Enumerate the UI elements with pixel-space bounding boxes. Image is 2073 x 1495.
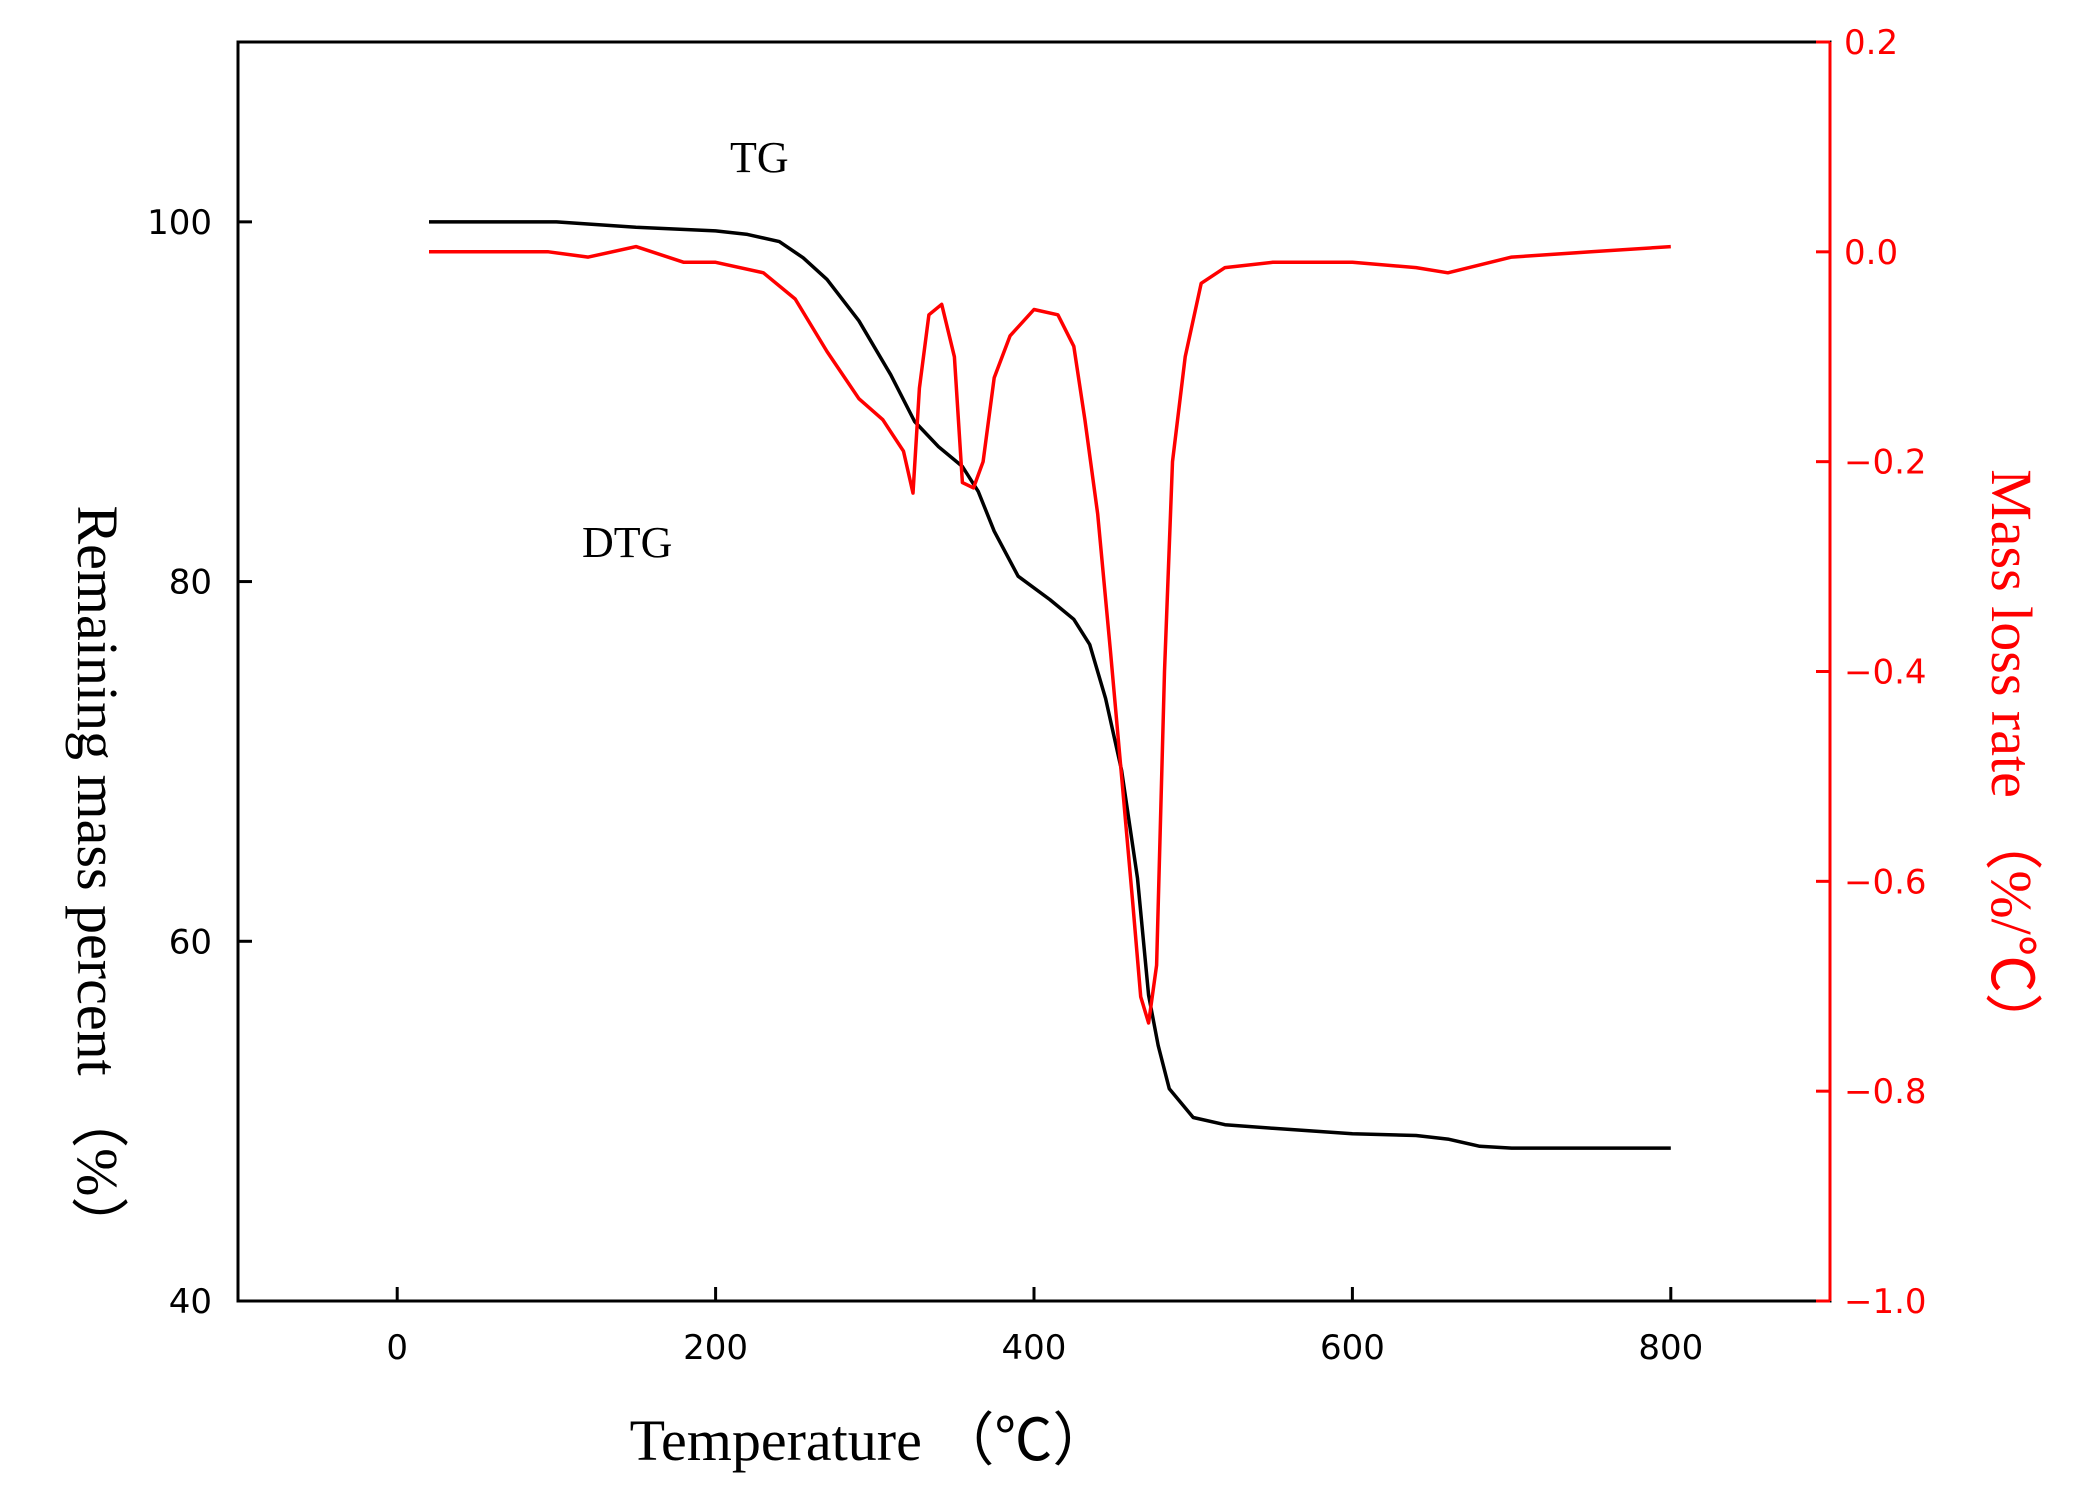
- right-y-tick-label: −1.0: [1844, 1282, 1927, 1322]
- tg-series-line: [429, 220, 1671, 1150]
- annotation-dtg: DTG: [582, 518, 672, 567]
- right-y-tick-label: −0.6: [1844, 862, 1927, 902]
- left-y-tick-label: 40: [169, 1282, 212, 1322]
- right-y-tick-label: 0.2: [1844, 23, 1898, 63]
- plot-frame: [236, 40, 1832, 1303]
- right-y-tick-label: 0.0: [1844, 233, 1898, 273]
- left-y-axis-title: Remaining mass percent （%）: [65, 506, 130, 1255]
- x-axis-title: Temperature （℃）: [630, 1408, 1111, 1473]
- left-y-tick-label: 80: [169, 563, 212, 603]
- right-y-axis: 0.2 0.0 −0.2 −0.4 −0.6 −0.8 −1.0: [1816, 23, 1927, 1322]
- x-tick-label: 200: [683, 1328, 748, 1368]
- right-y-tick-label: −0.4: [1844, 653, 1927, 693]
- annotation-tg: TG: [730, 133, 789, 182]
- right-y-axis-title: Mass loss rate （%/℃）: [1979, 469, 2044, 1051]
- left-y-tick-label: 100: [147, 203, 212, 243]
- right-y-tick-label: −0.2: [1844, 443, 1927, 483]
- x-tick-label: 800: [1638, 1328, 1703, 1368]
- left-y-tick-label: 60: [169, 922, 212, 962]
- x-tick-label: 600: [1320, 1328, 1385, 1368]
- left-y-axis: 40 60 80 100: [147, 203, 252, 1322]
- dtg-series-line: [429, 244, 1671, 1025]
- x-tick-label: 0: [386, 1328, 408, 1368]
- x-axis: 0 200 400 600 800: [386, 1287, 1703, 1368]
- right-y-tick-label: −0.8: [1844, 1072, 1927, 1112]
- x-tick-label: 400: [1002, 1328, 1067, 1368]
